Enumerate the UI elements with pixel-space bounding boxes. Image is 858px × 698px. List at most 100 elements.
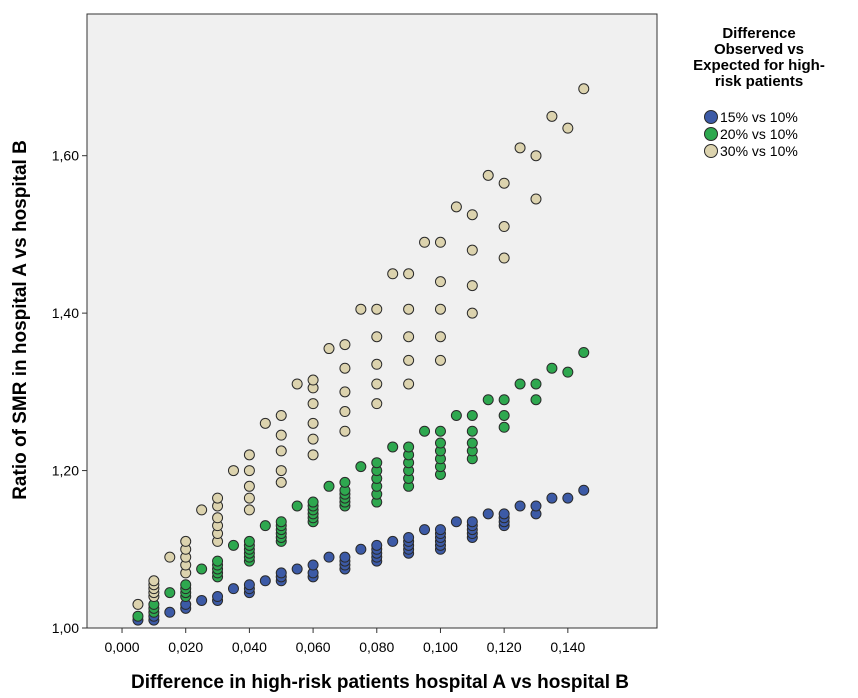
- plot-area: [86, 13, 658, 629]
- x-tick-label: 0,040: [232, 639, 267, 655]
- data-point: [482, 169, 494, 181]
- data-point: [243, 504, 255, 516]
- data-point: [323, 480, 335, 492]
- data-point: [387, 268, 399, 280]
- data-point: [259, 520, 271, 532]
- data-point: [514, 378, 526, 390]
- x-axis: 0,000 0,020 0,040 0,060 0,080 0,100 0,120 0,140: [105, 628, 586, 655]
- data-point: [132, 610, 144, 622]
- y-axis-title: Ratio of SMR in hospital A vs hospital B: [10, 140, 31, 500]
- data-point: [275, 567, 287, 579]
- data-point: [227, 583, 239, 595]
- data-point: [323, 343, 335, 355]
- data-point: [164, 606, 176, 618]
- data-point: [562, 492, 574, 504]
- data-point: [275, 465, 287, 477]
- data-point: [212, 512, 224, 524]
- data-point: [339, 406, 351, 418]
- data-point: [307, 417, 319, 429]
- legend-title-line: Difference: [722, 25, 795, 42]
- x-tick-label: 0,000: [105, 639, 140, 655]
- data-point: [514, 142, 526, 154]
- data-point: [403, 268, 415, 280]
- data-point: [227, 539, 239, 551]
- data-point: [546, 362, 558, 374]
- data-point: [498, 508, 510, 520]
- data-point: [339, 425, 351, 437]
- legend-title-line: Expected for high-: [693, 57, 825, 74]
- data-point: [434, 425, 446, 437]
- data-point: [434, 331, 446, 343]
- data-point: [482, 508, 494, 520]
- data-point: [355, 461, 367, 473]
- y-tick-label: 1,20: [52, 463, 79, 479]
- data-point: [419, 236, 431, 248]
- x-axis-title: Difference in high-risk patients hospita…: [131, 672, 629, 693]
- data-point: [434, 303, 446, 315]
- data-point: [307, 449, 319, 461]
- data-point: [562, 122, 574, 134]
- data-points: [132, 83, 590, 626]
- data-point: [275, 409, 287, 421]
- data-point: [371, 539, 383, 551]
- data-point: [212, 591, 224, 603]
- data-point: [307, 433, 319, 445]
- data-point: [466, 280, 478, 292]
- data-point: [339, 386, 351, 398]
- data-point: [275, 429, 287, 441]
- data-point: [403, 354, 415, 366]
- y-tick-label: 1,60: [52, 148, 79, 164]
- data-point: [434, 236, 446, 248]
- data-point: [132, 598, 144, 610]
- data-point: [434, 354, 446, 366]
- data-point: [371, 303, 383, 315]
- data-point: [339, 476, 351, 488]
- x-tick-label: 0,140: [550, 639, 585, 655]
- data-point: [514, 500, 526, 512]
- data-point: [243, 449, 255, 461]
- data-point: [339, 362, 351, 374]
- data-point: [498, 252, 510, 264]
- data-point: [419, 425, 431, 437]
- x-tick-label: 0,080: [359, 639, 394, 655]
- legend-label: 15% vs 10%: [720, 109, 798, 125]
- data-point: [243, 480, 255, 492]
- data-point: [275, 476, 287, 488]
- data-point: [403, 531, 415, 543]
- data-point: [530, 378, 542, 390]
- data-point: [466, 409, 478, 421]
- data-point: [291, 500, 303, 512]
- data-point: [530, 394, 542, 406]
- data-point: [180, 535, 192, 547]
- data-point: [434, 276, 446, 288]
- data-point: [562, 366, 574, 378]
- legend-title-line: Observed vs: [714, 41, 804, 58]
- data-point: [419, 524, 431, 536]
- legend-label: 20% vs 10%: [720, 126, 798, 142]
- data-point: [434, 524, 446, 536]
- data-point: [307, 398, 319, 410]
- data-point: [387, 441, 399, 453]
- data-point: [148, 575, 160, 587]
- data-point: [466, 516, 478, 528]
- data-point: [450, 409, 462, 421]
- data-point: [403, 378, 415, 390]
- legend-label: 30% vs 10%: [720, 143, 798, 159]
- data-point: [275, 516, 287, 528]
- data-point: [498, 394, 510, 406]
- data-point: [259, 417, 271, 429]
- data-point: [355, 303, 367, 315]
- data-point: [371, 331, 383, 343]
- data-point: [450, 516, 462, 528]
- data-point: [403, 303, 415, 315]
- data-point: [339, 551, 351, 563]
- data-point: [212, 492, 224, 504]
- x-tick-label: 0,020: [168, 639, 203, 655]
- data-point: [243, 535, 255, 547]
- data-point: [546, 492, 558, 504]
- data-point: [466, 209, 478, 221]
- data-point: [164, 587, 176, 599]
- legend-marker: [704, 110, 718, 124]
